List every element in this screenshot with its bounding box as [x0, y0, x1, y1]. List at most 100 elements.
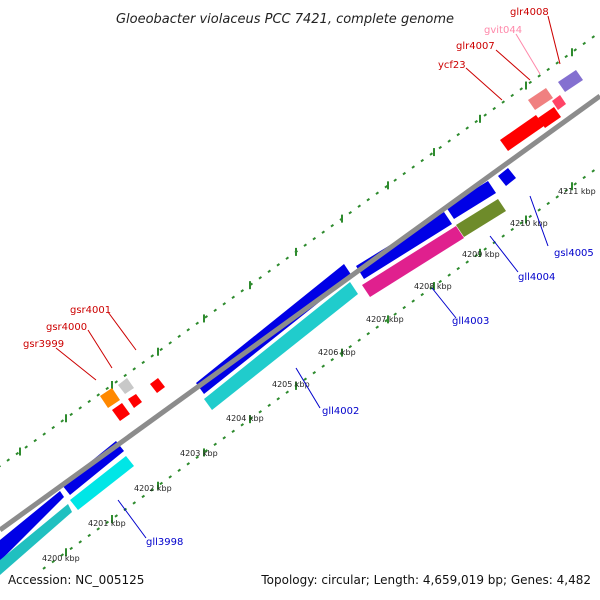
guide-dash: [429, 286, 434, 290]
guide-dash: [375, 191, 380, 195]
guide-dash: [348, 210, 353, 215]
accession-label: Accession: NC_005125: [8, 573, 144, 587]
gene-arrow[interactable]: [456, 199, 506, 237]
gene-arrow[interactable]: [558, 70, 583, 92]
tick-label: 4210 kbp: [510, 219, 548, 228]
gene-label-gll4004[interactable]: gll4004: [518, 272, 555, 283]
forward-strand-genes: [100, 70, 583, 421]
guide-dash: [159, 481, 164, 486]
guide-dash: [546, 201, 551, 206]
leader-line: [515, 33, 541, 75]
tick-label: 4200 kbp: [42, 554, 80, 563]
guide-dash: [69, 412, 74, 417]
gene-label-glr4007[interactable]: glr4007: [456, 41, 495, 52]
gene-arrow[interactable]: [446, 181, 496, 219]
gene-arrow[interactable]: [128, 394, 142, 408]
guide-dash: [222, 436, 227, 440]
gene-label-gll4002[interactable]: gll4002: [322, 406, 359, 417]
guide-dash: [312, 371, 317, 375]
guide-dash: [96, 527, 101, 531]
guide-dash: [213, 442, 218, 447]
gene-arrow[interactable]: [538, 107, 561, 128]
guide-dash: [546, 67, 551, 72]
guide-dash: [456, 132, 461, 137]
guide-dash: [510, 93, 515, 98]
gene-label-glr4008[interactable]: glr4008: [510, 7, 549, 18]
guide-dash: [276, 397, 281, 401]
gene-arrow[interactable]: [498, 168, 516, 186]
gene-label-gvit044[interactable]: gvit044: [484, 25, 522, 36]
guide-dash: [501, 100, 506, 104]
guide-dash: [564, 188, 569, 193]
guide-dash: [267, 403, 272, 407]
gene-arrow[interactable]: [552, 95, 566, 110]
guide-dash: [438, 279, 443, 284]
guide-dash: [501, 234, 506, 238]
guide-dash: [483, 247, 488, 251]
guide-dash: [393, 312, 398, 316]
reverse-gene-labels: gll3998 gll4002 gll4003 gll4004 gsl4005: [117, 195, 594, 548]
gene-arrow[interactable]: [118, 378, 134, 394]
guide-dash: [231, 295, 236, 299]
tick-label: 4208 kbp: [414, 282, 452, 291]
guide-dash: [285, 390, 290, 394]
guide-dash: [132, 501, 137, 505]
gene-arrow[interactable]: [356, 212, 452, 279]
gene-arrow[interactable]: [112, 403, 130, 421]
guide-dash: [537, 74, 542, 78]
guide-dash: [6, 458, 11, 462]
leader-line: [489, 235, 519, 273]
gene-arrow[interactable]: [0, 504, 72, 575]
guide-dash: [528, 214, 533, 219]
gene-label-gll3998[interactable]: gll3998: [146, 537, 183, 548]
guide-dash: [159, 347, 164, 352]
tick-label: 4211 kbp: [558, 187, 596, 196]
guide-dash: [393, 178, 398, 182]
guide-dash: [105, 386, 110, 391]
leader-line: [107, 311, 137, 351]
forward-gene-labels: gsr3999 gsr4000 gsr4001 ycf23 glr4007 gv…: [23, 7, 561, 381]
guide-dash: [177, 334, 182, 339]
guide-dash: [195, 455, 200, 460]
gene-label-gsl4005[interactable]: gsl4005: [554, 248, 594, 259]
gene-arrow[interactable]: [204, 282, 358, 410]
guide-dash: [123, 373, 128, 378]
gene-label-gll4003[interactable]: gll4003: [452, 316, 489, 327]
gene-arrow[interactable]: [150, 378, 165, 393]
gene-label-gsr4000[interactable]: gsr4000: [46, 322, 87, 333]
tick-label: 4201 kbp: [88, 519, 126, 528]
guide-dash: [537, 208, 542, 212]
leader-line: [465, 67, 503, 101]
gene-arrow[interactable]: [362, 226, 464, 297]
guide-dash: [411, 165, 416, 169]
guide-dash: [51, 425, 56, 430]
gene-label-gsr3999[interactable]: gsr3999: [23, 339, 64, 350]
tick-label: 4205 kbp: [272, 380, 310, 389]
tick-label: 4206 kbp: [318, 348, 356, 357]
guide-dash: [168, 475, 173, 479]
guide-dash: [78, 406, 83, 410]
guide-dash: [33, 438, 38, 443]
guide-dash: [132, 367, 137, 371]
guide-dash: [222, 302, 227, 306]
gene-arrow[interactable]: [100, 388, 120, 408]
guide-dash: [141, 360, 146, 365]
gene-arrow[interactable]: [528, 88, 553, 110]
tick-label: 4209 kbp: [462, 250, 500, 259]
guide-dash: [204, 315, 209, 319]
guide-dash: [276, 263, 281, 267]
leader-line: [87, 329, 113, 369]
guide-dash: [42, 432, 47, 436]
gene-arrow[interactable]: [0, 491, 64, 561]
gene-arrow[interactable]: [500, 115, 544, 151]
guide-dash: [519, 221, 524, 225]
guide-dash: [357, 338, 362, 342]
guide-dash: [573, 48, 578, 52]
guide-dash: [168, 341, 173, 345]
guide-dash: [411, 299, 416, 303]
gene-arrow[interactable]: [70, 456, 134, 510]
gene-label-gsr4001[interactable]: gsr4001: [70, 305, 111, 316]
gene-label-ycf23[interactable]: ycf23: [438, 60, 466, 71]
guide-dash: [348, 344, 353, 349]
guide-dash: [564, 54, 569, 59]
